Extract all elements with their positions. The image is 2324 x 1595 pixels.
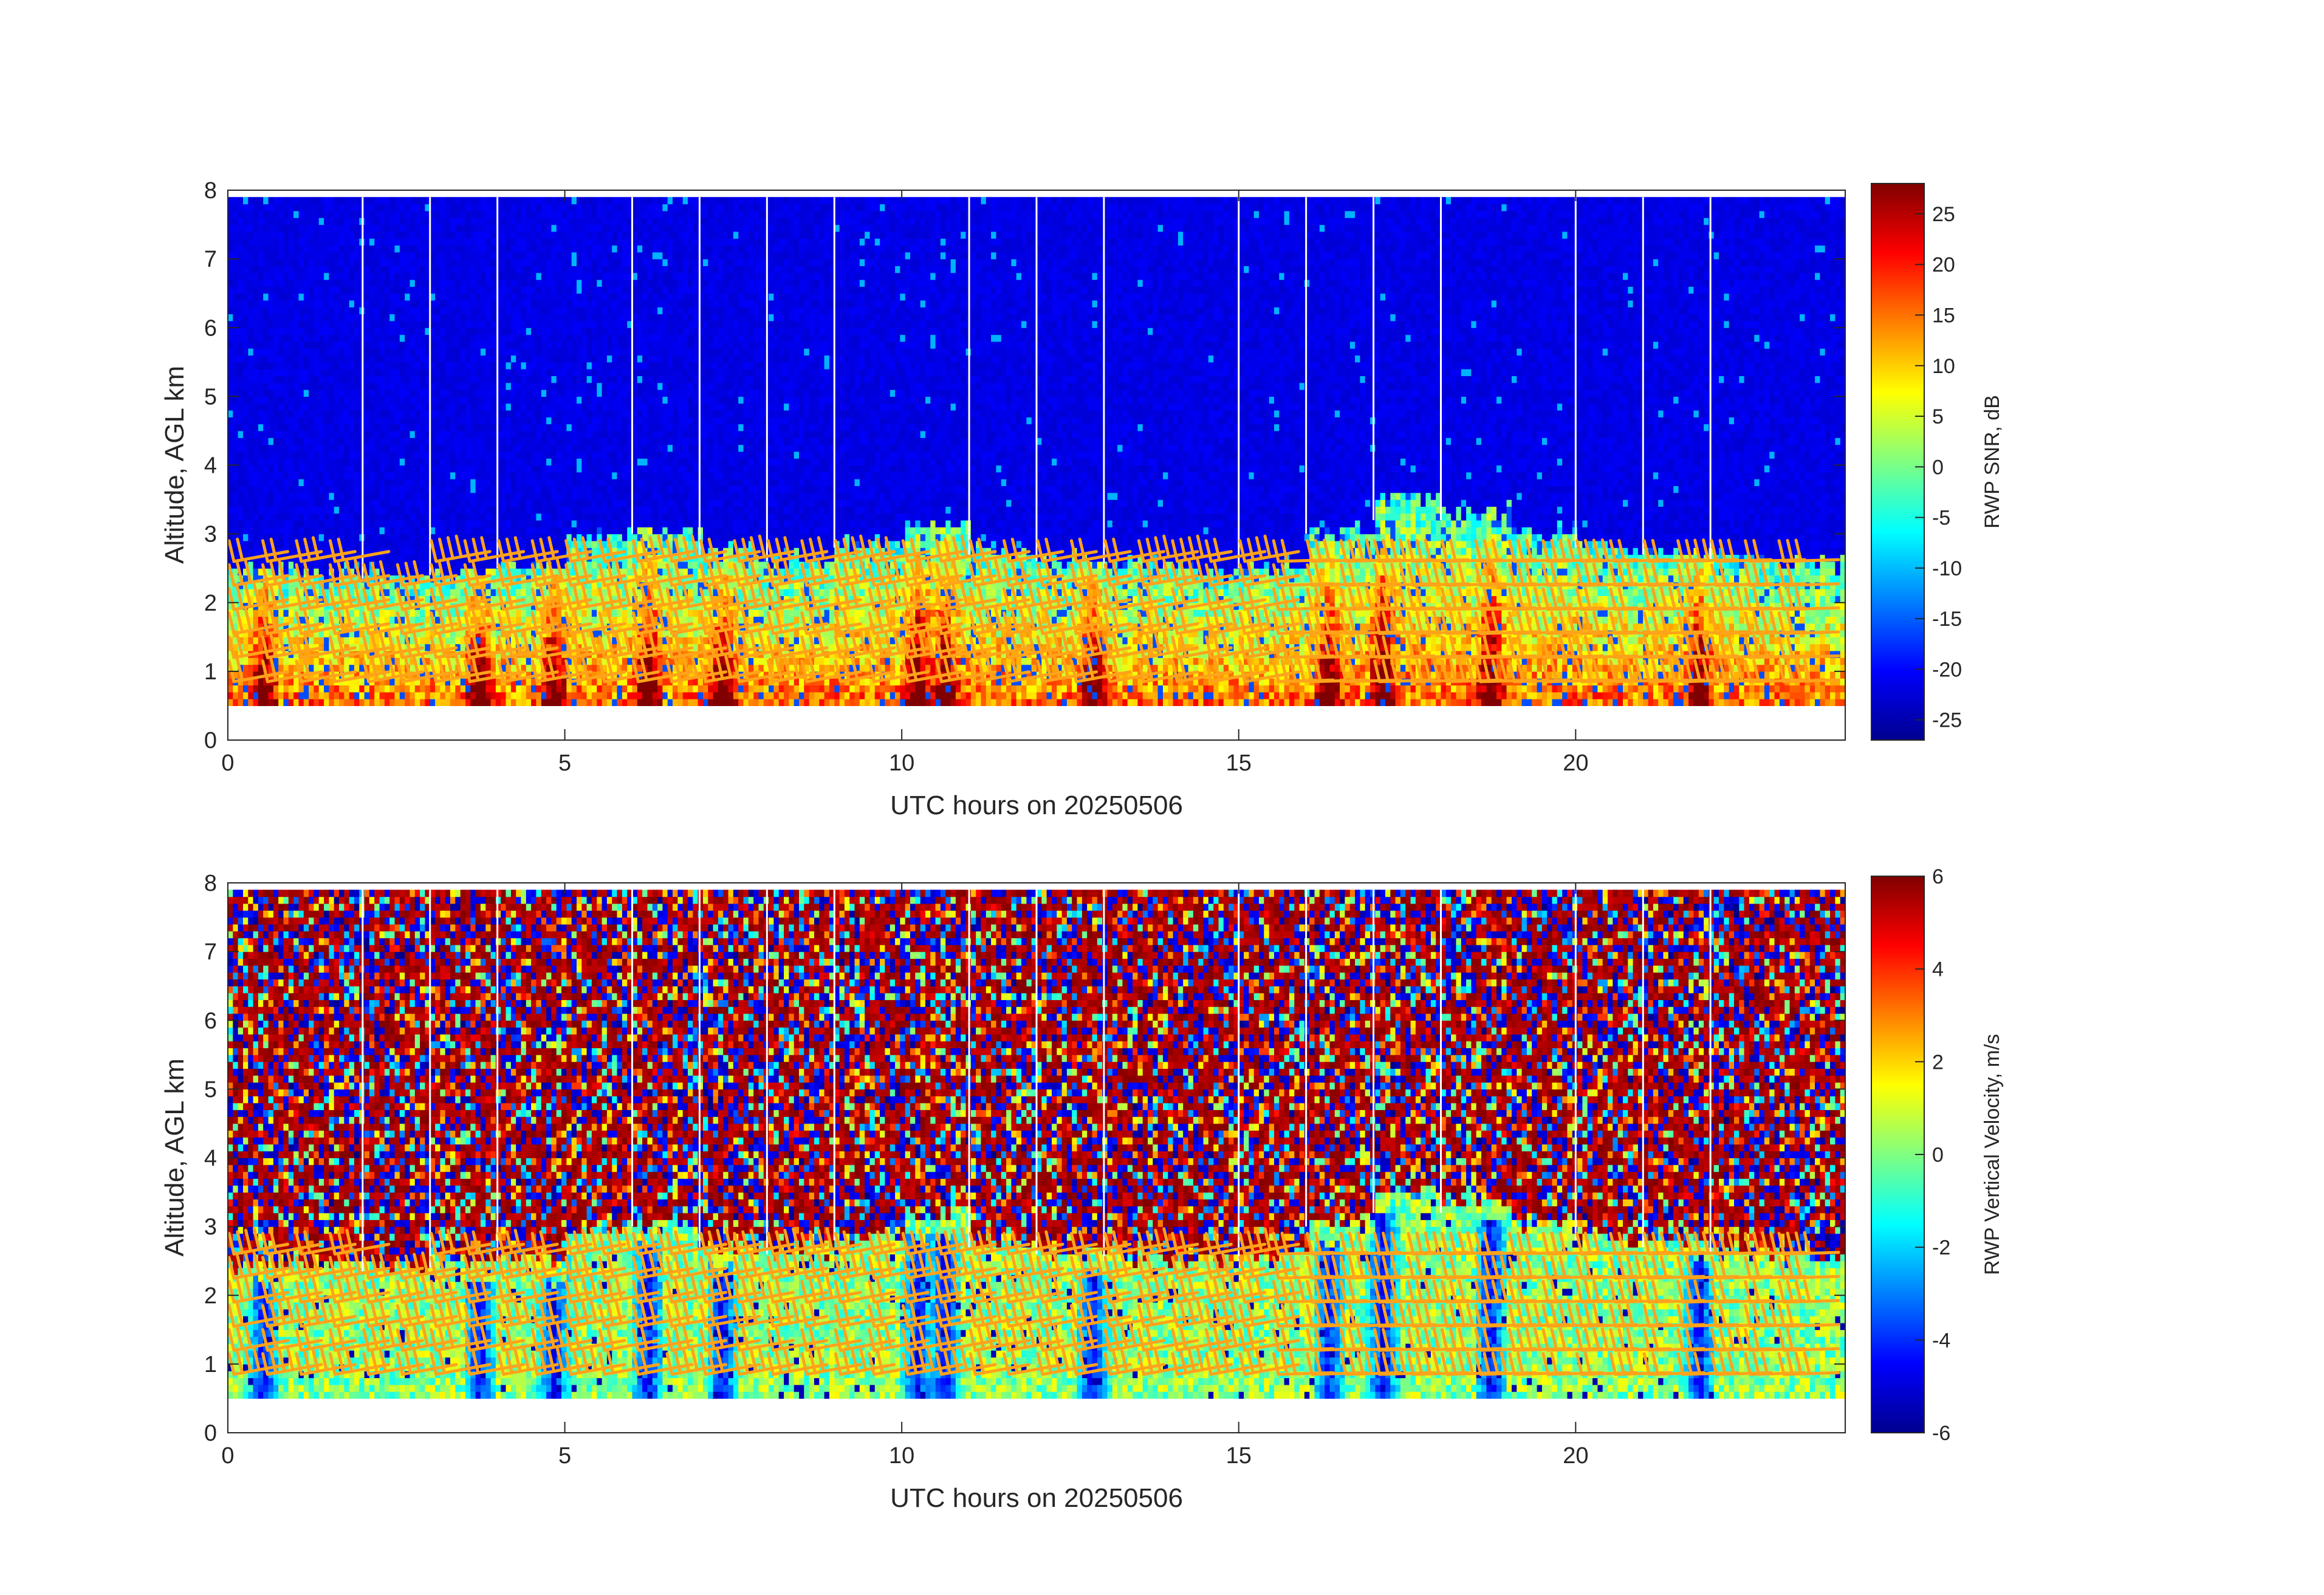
snr-colorbar-label: RWP SNR, dB: [1981, 395, 2004, 529]
vvel-y-tick-label: 1: [204, 1352, 217, 1377]
snr-colorbar-tick-label: 0: [1932, 456, 1944, 479]
snr-x-tick-label: 0: [221, 750, 234, 776]
snr-x-tick-label: 15: [1226, 750, 1252, 776]
snr-colorbar: [1871, 184, 1924, 740]
snr-colorbar-tick-label: 25: [1932, 203, 1955, 226]
vvel-y-tick-label: 7: [204, 939, 217, 965]
vvel-colorbar-label: RWP Vertical Velocity, m/s: [1981, 1034, 2004, 1275]
vvel-y-tick-label: 0: [204, 1421, 217, 1446]
snr-colorbar-tick-label: -25: [1932, 709, 1962, 732]
vvel-x-tick-label: 20: [1563, 1443, 1588, 1469]
snr-colorbar-tick-label: 20: [1932, 253, 1955, 276]
snr-y-tick-label: 5: [204, 384, 217, 410]
snr-y-tick-label: 4: [204, 453, 217, 479]
snr-colorbar-tick-label: -20: [1932, 658, 1962, 681]
vvel-colorbar-tick-label: 2: [1932, 1051, 1944, 1074]
vvel-y-tick-label: 5: [204, 1077, 217, 1102]
vvel-colorbar-tick-label: 0: [1932, 1144, 1944, 1167]
snr-y-tick-label: 7: [204, 247, 217, 272]
vvel-x-tick-label: 5: [558, 1443, 571, 1469]
vvel-x-tick-label: 10: [889, 1443, 914, 1469]
snr-colorbar-tick-label: 10: [1932, 355, 1955, 378]
snr-x-axis-label: UTC hours on 20250506: [890, 791, 1183, 820]
snr-y-axis-label: Altitude, AGL km: [160, 366, 190, 564]
snr-y-tick-label: 8: [204, 178, 217, 204]
vvel-colorbar-tick-label: -2: [1932, 1237, 1950, 1260]
snr-x-tick-label: 20: [1563, 750, 1588, 776]
snr-y-tick-label: 0: [204, 728, 217, 753]
vvel-colorbar-tick-label: -4: [1932, 1329, 1950, 1352]
snr-y-tick-label: 6: [204, 315, 217, 341]
vvel-y-tick-label: 3: [204, 1215, 217, 1240]
snr-colorbar-tick-label: -5: [1932, 507, 1950, 530]
snr-x-tick-label: 5: [558, 750, 571, 776]
snr-y-tick-label: 3: [204, 522, 217, 547]
snr-colorbar-tick-label: -15: [1932, 608, 1962, 631]
vvel-colorbar-tick-label: -6: [1932, 1422, 1950, 1445]
snr-y-tick-label: 1: [204, 659, 217, 685]
snr-colorbar-tick-label: 5: [1932, 405, 1944, 428]
vvel-x-tick-label: 0: [221, 1443, 234, 1469]
vvel-y-tick-label: 6: [204, 1008, 217, 1034]
vvel-y-tick-label: 4: [204, 1146, 217, 1171]
snr-colorbar-tick-label: 15: [1932, 304, 1955, 328]
vvel-x-tick-label: 15: [1226, 1443, 1252, 1469]
vvel-y-tick-label: 2: [204, 1283, 217, 1309]
vvel-y-tick-label: 8: [204, 871, 217, 896]
snr-y-tick-label: 2: [204, 591, 217, 616]
vvel-colorbar-tick-label: 6: [1932, 865, 1944, 888]
snr-x-tick-label: 10: [889, 750, 914, 776]
vvel-x-axis-label: UTC hours on 20250506: [890, 1483, 1183, 1513]
vvel-colorbar-tick-label: 4: [1932, 958, 1944, 981]
snr-panel: 0 5 10 15 20 0 1 2 3 4 5 6 7 8 UTC hours on 20250506…: [160, 178, 2004, 820]
vvel-y-axis-label: Altitude, AGL km: [160, 1058, 190, 1257]
snr-colorbar-tick-label: -10: [1932, 557, 1962, 580]
